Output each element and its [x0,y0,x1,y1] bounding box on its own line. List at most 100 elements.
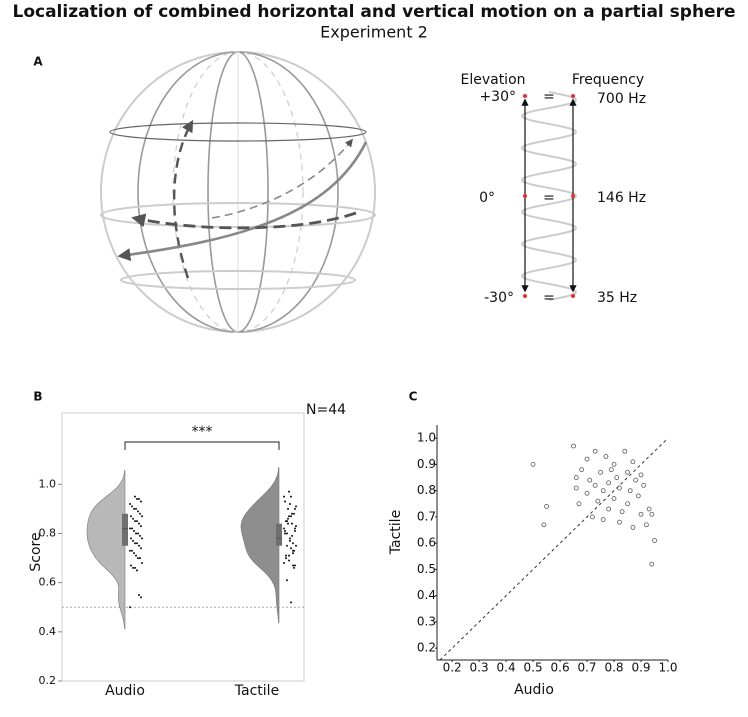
data-point [136,498,138,501]
data-point [283,527,285,530]
data-point [291,522,293,525]
y-tick-label: 0.2 [39,674,57,687]
data-point [287,522,289,525]
y-tick-label: 0.3 [417,614,436,628]
data-point [614,475,620,480]
data-point [603,454,609,459]
data-point [132,566,134,569]
data-point [288,559,290,562]
data-point [606,506,612,512]
data-point [294,507,296,510]
data-point [129,527,131,530]
data-point [133,530,135,533]
red-dots [523,94,575,298]
data-point [622,448,628,454]
x-tick-label: 0.5 [524,661,543,675]
data-point [286,532,288,535]
data-point [135,507,137,510]
x-tick-label: 0.2 [443,661,462,675]
subtitle: Experiment 2 [320,23,428,42]
data-point [130,564,132,567]
data-point [638,472,644,478]
data-point [141,537,143,540]
data-point [135,532,137,535]
data-point [140,525,142,528]
data-point [141,561,143,564]
data-point [283,495,285,498]
data-point [288,515,290,518]
data-point [134,566,136,569]
y-tick-label: 0.5 [417,562,436,576]
data-point [289,502,291,505]
data-point [139,534,141,537]
significance-bracket [124,441,280,450]
equals: = [543,89,555,105]
data-point [295,544,297,547]
data-point [294,527,296,530]
data-point [584,456,590,462]
data-point [286,579,288,582]
x-axis-label: Audio [514,682,554,698]
data-point [617,519,622,525]
data-point [284,530,286,533]
data-point [294,564,296,567]
data-point [630,459,636,465]
data-point [592,482,598,488]
elevation-header: Elevation [460,72,525,88]
data-point [541,522,547,528]
elevation-label: +30° [479,89,516,105]
y-tick-label: 1.0 [39,477,57,490]
data-point [284,500,286,503]
data-point [625,469,630,475]
data-point [129,549,131,552]
significance: *** [192,424,213,440]
y-tick-label: 0.8 [417,483,436,497]
data-point [131,527,133,530]
data-point [133,552,135,555]
data-point [289,539,291,542]
data-point [291,512,293,515]
data-point [136,520,138,523]
data-point [139,512,141,515]
x-tick-label: 0.9 [631,661,650,675]
data-point [129,502,131,505]
y-tick-label: 0.4 [417,588,436,602]
y-tick-label: 0.6 [417,536,436,550]
data-point [290,601,292,604]
data-point [584,490,590,496]
data-point [294,530,296,533]
data-point [646,506,652,512]
data-point [544,503,549,509]
data-point [649,561,655,567]
frequency-label: 700 Hz [597,91,646,107]
data-point [138,522,140,525]
x-tick-label: Tactile [234,683,279,699]
data-point [138,544,140,547]
data-point [592,448,598,454]
data-point [649,511,655,517]
data-point [600,517,606,522]
data-point [134,542,136,545]
data-point [611,461,617,467]
box [276,523,282,546]
data-point [292,542,294,545]
data-point [598,469,603,475]
x-tick-label: 0.6 [551,661,570,675]
data-point [288,490,290,493]
data-point [287,507,289,510]
data-point [579,467,585,473]
data-point [285,554,287,557]
identity-line [439,437,669,661]
x-tick-label: 1.0 [658,661,677,675]
data-point [290,495,292,498]
violin [240,467,280,624]
data-point [286,544,288,547]
data-point [641,482,647,488]
y-tick-label: 0.8 [39,526,57,539]
data-point [138,498,140,501]
data-point [530,461,536,467]
data-point [290,547,292,550]
data-point [285,520,287,523]
x-tick-label: 0.7 [577,661,596,675]
sphere [100,51,376,333]
